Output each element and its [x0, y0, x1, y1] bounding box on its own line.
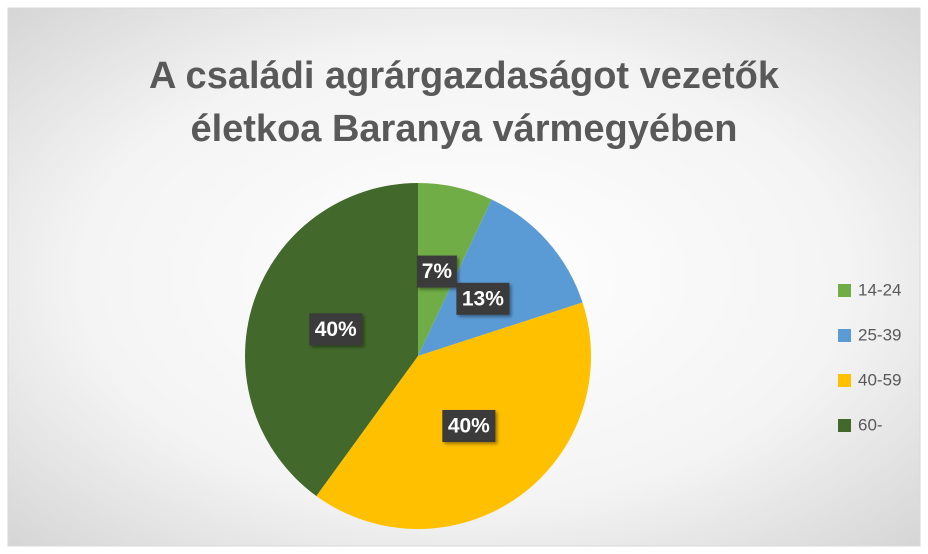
legend-label: 40-59 — [858, 370, 901, 389]
data-label: 13% — [462, 287, 504, 310]
legend-swatch — [838, 419, 851, 432]
legend-swatch — [838, 374, 851, 387]
legend-swatch — [838, 329, 851, 342]
legend-label: 25-39 — [858, 325, 901, 344]
data-label-box — [442, 409, 496, 442]
data-label: 7% — [422, 260, 453, 283]
legend-label: 60- — [858, 415, 883, 434]
legend-swatch — [838, 284, 851, 297]
data-label-box — [309, 313, 363, 346]
chart-title: A családi agrárgazdaságot vezetők — [149, 55, 780, 97]
data-label-box — [456, 282, 510, 315]
legend-label: 14-24 — [858, 280, 901, 299]
data-label-box — [416, 255, 457, 288]
data-label: 40% — [448, 415, 490, 438]
chart-title: életkoa Baranya vármegyében — [190, 108, 737, 150]
pie-slice — [418, 199, 583, 356]
data-label: 40% — [315, 318, 357, 341]
